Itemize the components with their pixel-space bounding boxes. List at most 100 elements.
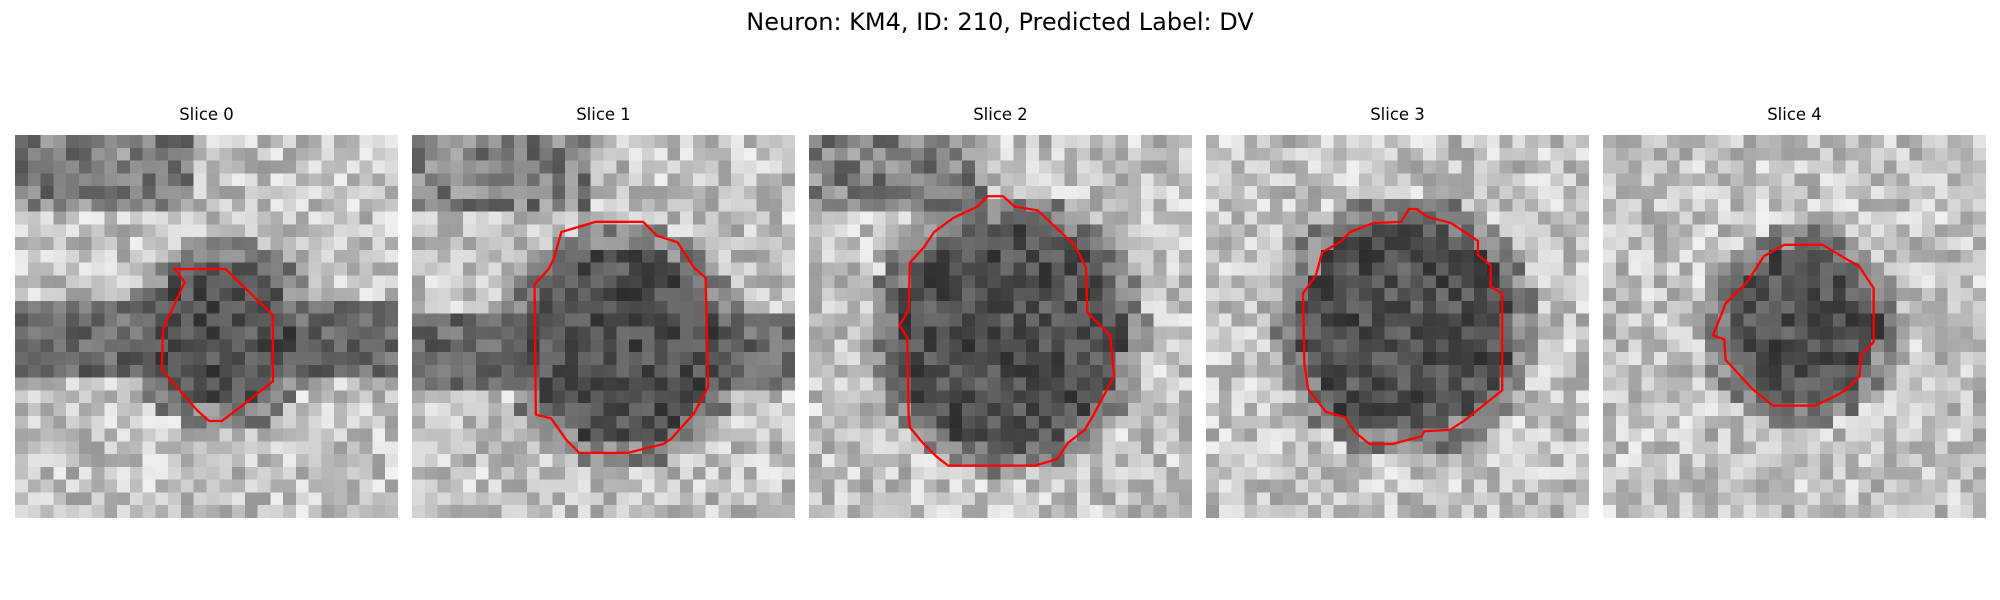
pixel <box>1474 479 1488 493</box>
pixel <box>847 339 861 353</box>
pixel <box>577 275 591 289</box>
pixel <box>769 326 783 340</box>
pixel <box>577 249 591 263</box>
pixel <box>526 300 540 314</box>
pixel <box>180 403 194 417</box>
pixel <box>142 352 156 366</box>
pixel <box>180 326 194 340</box>
pixel <box>1730 326 1744 340</box>
pixel <box>1295 224 1309 238</box>
pixel <box>847 492 861 506</box>
slice-pixels-0 <box>15 135 398 518</box>
pixel <box>257 262 271 276</box>
pixel <box>1603 198 1617 212</box>
pixel <box>53 249 67 263</box>
pixel <box>526 135 540 149</box>
pixel <box>475 211 489 225</box>
pixel <box>346 339 360 353</box>
pixel <box>654 479 668 493</box>
pixel <box>1013 160 1027 174</box>
pixel <box>1960 198 1974 212</box>
pixel <box>1077 224 1091 238</box>
pixel <box>1179 505 1192 518</box>
pixel <box>27 352 41 366</box>
pixel <box>1717 186 1731 200</box>
pixel <box>1730 224 1744 238</box>
pixel <box>1026 466 1040 480</box>
pixel <box>565 173 579 187</box>
pixel <box>385 441 398 455</box>
pixel <box>641 288 655 302</box>
pixel <box>168 135 182 149</box>
pixel <box>1820 492 1834 506</box>
pixel <box>1499 454 1513 468</box>
pixel <box>1486 186 1500 200</box>
pixel <box>1384 466 1398 480</box>
pixel <box>1756 186 1770 200</box>
pixel <box>1871 390 1885 404</box>
pixel <box>860 211 874 225</box>
pixel <box>616 262 630 276</box>
pixel <box>1768 454 1782 468</box>
pixel <box>616 479 630 493</box>
pixel <box>385 415 398 429</box>
pixel <box>53 492 67 506</box>
pixel <box>1858 224 1872 238</box>
pixel <box>1603 428 1617 442</box>
pixel <box>142 466 156 480</box>
pixel <box>155 224 169 238</box>
pixel <box>1115 275 1129 289</box>
pixel <box>1512 173 1526 187</box>
pixel <box>232 454 246 468</box>
pixel <box>782 479 795 493</box>
pixel <box>15 147 29 161</box>
pixel <box>834 403 848 417</box>
pixel <box>244 377 258 391</box>
pixel <box>949 505 963 518</box>
pixel <box>1000 339 1014 353</box>
pixel <box>539 135 553 149</box>
pixel <box>731 224 745 238</box>
pixel <box>514 211 528 225</box>
pixel <box>53 288 67 302</box>
pixel <box>206 390 220 404</box>
pixel <box>1499 403 1513 417</box>
pixel <box>283 415 297 429</box>
pixel <box>206 326 220 340</box>
pixel <box>1115 339 1129 353</box>
pixel <box>577 403 591 417</box>
pixel <box>1537 275 1551 289</box>
pixel <box>987 415 1001 429</box>
pixel <box>232 135 246 149</box>
pixel <box>552 364 566 378</box>
pixel <box>1550 288 1564 302</box>
pixel <box>1013 186 1027 200</box>
pixel <box>78 313 92 327</box>
pixel <box>244 186 258 200</box>
pixel <box>1140 262 1154 276</box>
pixel <box>1166 160 1180 174</box>
pixel <box>923 300 937 314</box>
pixel <box>654 390 668 404</box>
pixel <box>244 403 258 417</box>
pixel <box>705 505 719 518</box>
pixel <box>295 135 309 149</box>
pixel <box>1743 428 1757 442</box>
pixel <box>488 224 502 238</box>
pixel <box>27 466 41 480</box>
pixel <box>1781 135 1795 149</box>
pixel <box>1628 160 1642 174</box>
pixel <box>756 237 770 251</box>
pixel <box>1153 135 1167 149</box>
pixel <box>782 390 795 404</box>
pixel <box>142 454 156 468</box>
pixel <box>667 224 681 238</box>
pixel <box>692 415 706 429</box>
pixel <box>1666 288 1680 302</box>
pixel <box>1960 288 1974 302</box>
pixel <box>1244 262 1258 276</box>
pixel <box>1474 135 1488 149</box>
pixel <box>539 160 553 174</box>
pixel <box>872 377 886 391</box>
pixel <box>1537 147 1551 161</box>
